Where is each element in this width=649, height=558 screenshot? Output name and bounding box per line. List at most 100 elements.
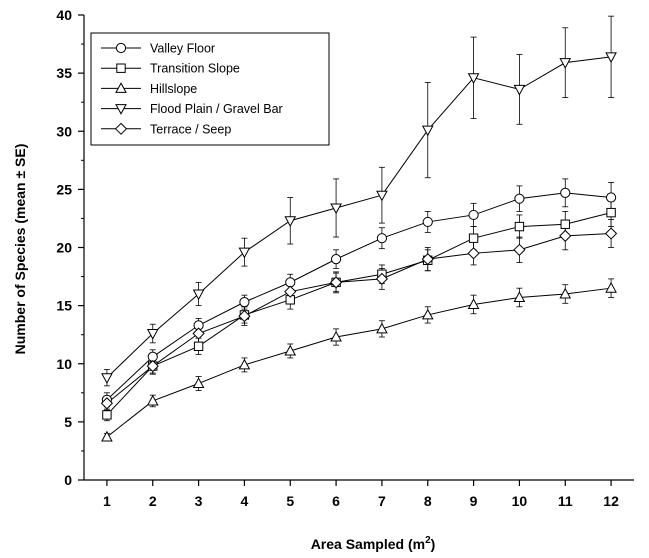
series-line-flood-plain-gravel-bar [106, 56, 612, 379]
series-line-terrace-seep [106, 233, 612, 404]
data-point-terrace-seep [375, 272, 389, 285]
axes [78, 14, 634, 486]
y-tick-label: 30 [56, 123, 72, 139]
data-point-flood-plain-gravel-bar [421, 125, 434, 137]
data-point-transition-slope [102, 410, 112, 420]
y-tick-label: 5 [64, 414, 72, 430]
legend-marker-hillslope [115, 82, 127, 93]
series-lines [106, 56, 612, 438]
x-tick-label: 2 [149, 493, 157, 509]
data-point-flood-plain-gravel-bar [330, 203, 342, 215]
data-point-hillslope [146, 394, 159, 406]
x-tick-label: 9 [470, 493, 478, 509]
data-point-terrace-seep [467, 247, 480, 260]
series-line-valley-floor [106, 192, 612, 401]
x-tick-label: 5 [286, 493, 294, 509]
x-tick-label: 6 [332, 493, 340, 509]
data-point-transition-slope [606, 207, 616, 218]
data-point-hillslope [101, 430, 113, 442]
data-point-valley-floor [239, 297, 250, 308]
data-point-transition-slope [560, 219, 570, 229]
data-point-terrace-seep [238, 309, 251, 323]
data-point-terrace-seep [513, 243, 526, 256]
y-tick-label: 35 [56, 65, 72, 81]
data-point-flood-plain-gravel-bar [238, 247, 251, 259]
data-point-hillslope [330, 330, 342, 342]
x-tick-label: 8 [424, 493, 432, 509]
legend-label-flood-plain-gravel-bar: Flood Plain / Gravel Bar [150, 102, 283, 116]
x-axis-title-suffix: ) [431, 536, 436, 552]
data-point-valley-floor [468, 209, 479, 221]
legend-item-terrace-seep: Terrace / Seep [101, 122, 231, 136]
data-point-valley-floor [560, 187, 571, 198]
y-tick-label: 20 [56, 240, 72, 256]
data-point-hillslope [376, 322, 388, 334]
legend-item-valley-floor: Valley Floor [101, 42, 215, 56]
data-point-flood-plain-gravel-bar [101, 373, 113, 384]
data-point-hillslope [605, 281, 617, 293]
data-point-valley-floor [422, 216, 433, 228]
data-point-transition-slope [514, 221, 525, 232]
series-markers [100, 52, 618, 442]
data-point-flood-plain-gravel-bar [467, 73, 480, 85]
data-point-terrace-seep [329, 276, 343, 289]
x-axis-title-text: Area Sampled (m [311, 536, 425, 552]
legend: Valley Floor Transition Slope Hillslope Flo… [90, 32, 330, 146]
legend-label-valley-floor: Valley Floor [150, 42, 215, 56]
data-point-valley-floor [605, 192, 617, 203]
x-tick-label: 3 [195, 493, 203, 509]
x-tick-label: 4 [241, 493, 249, 509]
x-tick-label: 11 [558, 493, 573, 509]
data-point-transition-slope [193, 341, 204, 352]
legend-marker-flood-plain-gravel-bar [115, 104, 127, 115]
series-line-hillslope [106, 287, 612, 438]
data-point-terrace-seep [421, 253, 434, 266]
x-axis-title: Area Sampled (m2) [311, 535, 436, 552]
data-point-hillslope [513, 291, 526, 302]
data-point-hillslope [284, 344, 297, 356]
legend-label-hillslope: Hillslope [150, 82, 197, 96]
data-point-terrace-seep [559, 229, 572, 242]
legend-marker-terrace-seep [114, 122, 128, 135]
legend-item-transition-slope: Transition Slope [101, 62, 240, 76]
data-point-hillslope [238, 358, 251, 370]
data-point-flood-plain-gravel-bar [146, 329, 159, 340]
data-point-flood-plain-gravel-bar [376, 190, 388, 202]
data-point-terrace-seep [284, 285, 297, 298]
legend-marker-transition-slope [116, 63, 126, 73]
series-line-transition-slope [106, 212, 612, 416]
y-tick-label: 40 [56, 7, 72, 23]
data-point-transition-slope [468, 233, 479, 243]
legend-label-terrace-seep: Terrace / Seep [150, 122, 231, 136]
data-point-flood-plain-gravel-bar [605, 52, 617, 64]
legend-item-flood-plain-gravel-bar: Flood Plain / Gravel Bar [101, 102, 283, 116]
data-point-terrace-seep [192, 327, 205, 340]
x-axis-title-superscript: 2 [425, 535, 431, 546]
x-tick-label: 12 [603, 493, 619, 509]
x-tick-label: 7 [378, 493, 386, 509]
y-axis-title: Number of Species (mean ± SE) [12, 144, 28, 355]
data-point-hillslope [421, 308, 434, 320]
data-point-valley-floor [514, 193, 525, 204]
data-point-hillslope [192, 377, 205, 389]
data-point-valley-floor [376, 233, 388, 244]
data-point-flood-plain-gravel-bar [192, 289, 205, 301]
data-point-terrace-seep [100, 397, 114, 410]
data-point-hillslope [467, 298, 480, 309]
data-point-flood-plain-gravel-bar [559, 58, 572, 69]
data-point-flood-plain-gravel-bar [513, 84, 526, 96]
y-tick-label: 10 [56, 356, 72, 372]
y-tick-label: 15 [56, 298, 72, 314]
legend-item-hillslope: Hillslope [101, 82, 197, 96]
y-tick-label: 25 [56, 181, 72, 197]
data-point-hillslope [559, 287, 572, 299]
data-point-valley-floor [330, 254, 342, 265]
data-point-flood-plain-gravel-bar [284, 216, 297, 228]
data-point-terrace-seep [604, 227, 618, 240]
y-tick-label: 0 [64, 472, 72, 488]
x-tick-label: 10 [512, 493, 528, 509]
legend-label-transition-slope: Transition Slope [150, 62, 240, 76]
x-tick-label: 1 [103, 493, 111, 509]
legend-box [90, 32, 330, 146]
